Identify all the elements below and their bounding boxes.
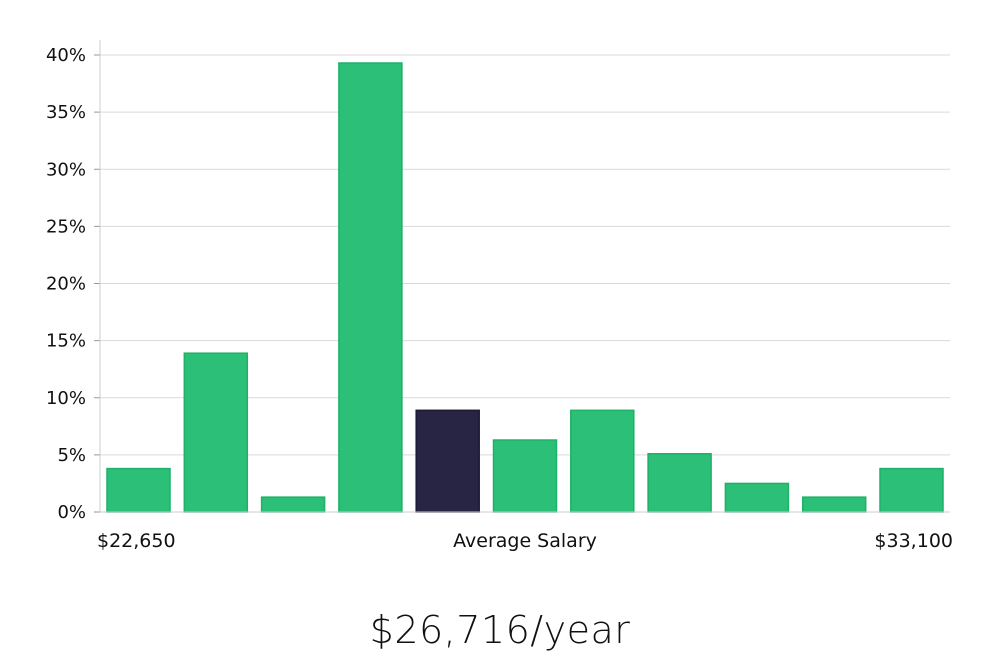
- bar-3: [260, 496, 326, 513]
- bar-4: [338, 62, 403, 513]
- y-tick-label-5: 5%: [57, 445, 86, 466]
- y-tick-label-0: 0%: [57, 502, 86, 523]
- x-axis-min-label: $22,650: [97, 530, 176, 552]
- bar-10: [801, 496, 867, 513]
- y-tick-label-10: 10%: [46, 388, 86, 409]
- y-tick-label-25: 25%: [46, 216, 86, 237]
- average-salary-value: $26,716/year: [369, 608, 631, 652]
- bar-1: [106, 467, 171, 513]
- y-tick-label-30: 30%: [46, 159, 86, 180]
- bar-7: [570, 409, 635, 513]
- y-tick-label-15: 15%: [46, 331, 86, 352]
- y-tick-label-20: 20%: [46, 274, 86, 295]
- histogram-bars: [106, 62, 944, 513]
- bar-11: [879, 467, 944, 513]
- y-axis-ticks: 0% 5% 10% 15% 20% 25% 30% 35% 40%: [46, 45, 100, 523]
- x-axis-max-label: $33,100: [874, 530, 953, 552]
- bar-9: [724, 482, 790, 513]
- y-tick-label-40: 40%: [46, 45, 86, 66]
- bar-8: [647, 452, 712, 513]
- y-tick-label-35: 35%: [46, 102, 86, 123]
- bar-2: [183, 352, 249, 513]
- x-axis-title: Average Salary: [453, 530, 597, 552]
- bar-6: [492, 439, 558, 513]
- salary-histogram: 0% 5% 10% 15% 20% 25% 30% 35% 40% $22,650 Averag…: [46, 40, 953, 552]
- bar-average-salary: [415, 409, 480, 513]
